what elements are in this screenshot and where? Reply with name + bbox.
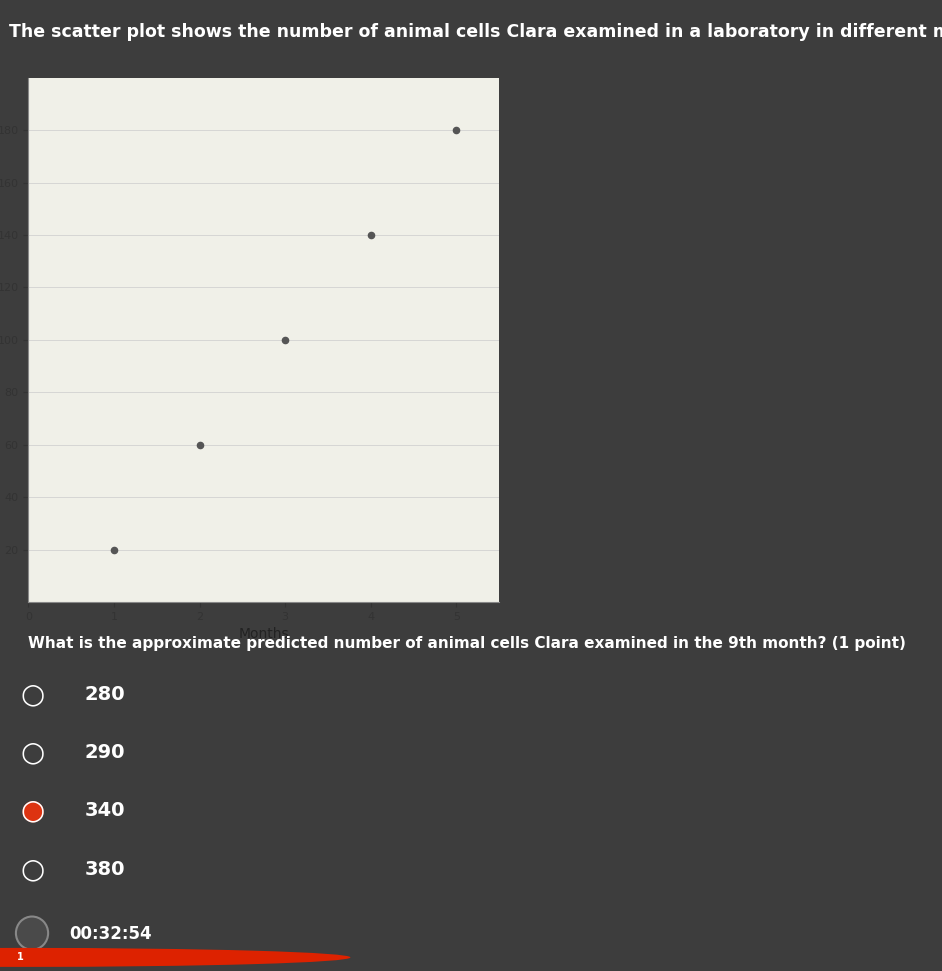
Text: ○: ○ [21, 855, 45, 883]
Point [449, 122, 464, 138]
Text: ○: ○ [21, 739, 45, 766]
Text: 1: 1 [17, 953, 24, 962]
Text: 380: 380 [85, 859, 125, 879]
Text: ●: ● [21, 797, 45, 824]
Text: ○: ○ [21, 681, 45, 708]
Point [364, 227, 379, 243]
Point [106, 542, 122, 557]
Text: 00:32:54: 00:32:54 [69, 925, 152, 943]
Point [192, 437, 207, 452]
Text: Breaking news: Breaking news [42, 951, 135, 964]
Circle shape [16, 917, 48, 950]
Text: The scatter plot shows the number of animal cells Clara examined in a laboratory: The scatter plot shows the number of ani… [9, 22, 942, 41]
Text: What is the approximate predicted number of animal cells Clara examined in the 9: What is the approximate predicted number… [28, 636, 906, 651]
Text: ○: ○ [21, 797, 45, 824]
X-axis label: Months: Months [238, 627, 289, 641]
Circle shape [0, 948, 350, 967]
Text: 340: 340 [85, 801, 125, 820]
Text: 280: 280 [85, 685, 125, 704]
Point [278, 332, 293, 348]
Text: 290: 290 [85, 743, 125, 762]
